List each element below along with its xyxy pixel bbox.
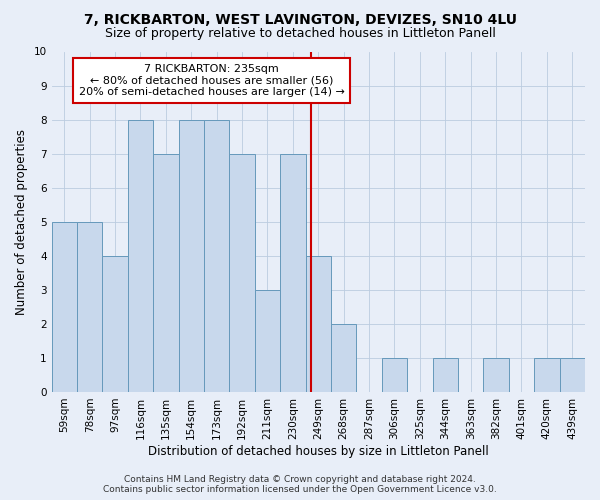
Bar [179,120,204,392]
Text: Contains HM Land Registry data © Crown copyright and database right 2024.
Contai: Contains HM Land Registry data © Crown c… [103,474,497,494]
Bar [484,358,509,392]
Bar [305,256,331,392]
Bar [103,256,128,392]
Bar [534,358,560,392]
Bar [382,358,407,392]
Bar [204,120,229,392]
Bar [433,358,458,392]
Text: Size of property relative to detached houses in Littleton Panell: Size of property relative to detached ho… [104,28,496,40]
Text: 7, RICKBARTON, WEST LAVINGTON, DEVIZES, SN10 4LU: 7, RICKBARTON, WEST LAVINGTON, DEVIZES, … [83,12,517,26]
Bar [280,154,305,392]
Bar [331,324,356,392]
Text: 7 RICKBARTON: 235sqm
← 80% of detached houses are smaller (56)
20% of semi-detac: 7 RICKBARTON: 235sqm ← 80% of detached h… [79,64,344,97]
Bar [153,154,179,392]
Bar [52,222,77,392]
Bar [229,154,255,392]
X-axis label: Distribution of detached houses by size in Littleton Panell: Distribution of detached houses by size … [148,444,488,458]
Y-axis label: Number of detached properties: Number of detached properties [15,128,28,314]
Bar [560,358,585,392]
Bar [255,290,280,392]
Bar [128,120,153,392]
Bar [77,222,103,392]
